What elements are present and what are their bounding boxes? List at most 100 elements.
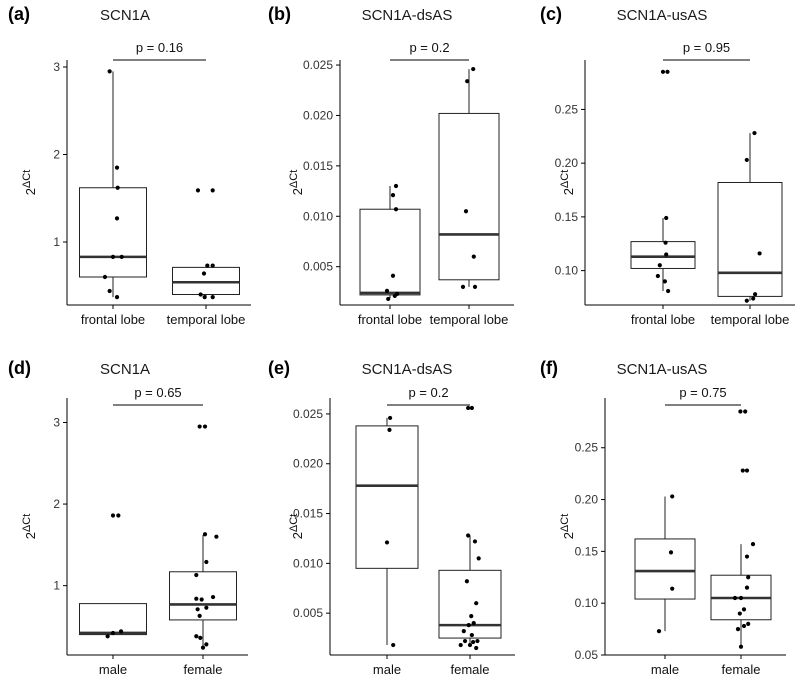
data-point	[390, 273, 396, 278]
x-tick-label: frontal lobe	[81, 312, 145, 327]
y-axis-label-base: 2	[290, 188, 305, 195]
chart-title: SCN1A-usAS	[617, 7, 708, 24]
box	[634, 538, 696, 600]
data-point	[199, 597, 204, 602]
data-point	[744, 468, 750, 473]
y-tick-label: 0.005	[293, 606, 323, 620]
data-point	[746, 575, 751, 580]
data-point	[102, 274, 108, 280]
data-point	[200, 645, 206, 650]
data-point	[210, 594, 216, 600]
data-point	[664, 252, 669, 257]
data-point	[393, 183, 399, 189]
data-point	[110, 630, 116, 636]
x-tick-label: female	[450, 662, 489, 677]
y-tick-label: 0.15	[575, 544, 599, 558]
y-tick-label: 0.015	[293, 507, 323, 521]
data-point	[732, 595, 738, 601]
data-point	[466, 405, 471, 411]
data-point	[660, 69, 666, 74]
y-tick-label: 0.020	[293, 457, 323, 471]
data-point	[210, 295, 215, 300]
x-tick-label: female	[721, 662, 760, 677]
data-point	[665, 69, 670, 74]
y-axis-label-base: 2	[23, 532, 38, 539]
y-axis-label: 2ΔCt	[21, 514, 38, 540]
data-point	[116, 513, 121, 518]
data-point	[750, 542, 756, 547]
data-point	[393, 207, 399, 212]
y-axis-label: 2ΔCt	[288, 170, 305, 196]
x-tick-label: frontal lobe	[358, 312, 422, 327]
box	[169, 571, 237, 621]
y-tick-label: 0.25	[575, 441, 599, 455]
y-tick-label: 0.025	[303, 58, 333, 72]
data-point	[460, 284, 466, 289]
pvalue-label: p = 0.2	[408, 385, 448, 400]
data-point	[387, 427, 392, 432]
data-point	[118, 629, 124, 634]
y-tick-label: 0.20	[555, 156, 579, 170]
data-point	[194, 572, 199, 578]
y-tick-label: 0.15	[555, 210, 579, 224]
data-point	[392, 293, 397, 299]
panel-letter: (b)	[268, 4, 291, 24]
y-tick-label: 3	[53, 60, 60, 74]
y-axis-label-base: 2	[290, 532, 305, 539]
data-point	[214, 534, 219, 539]
data-point	[205, 263, 210, 268]
pvalue-label: p = 0.75	[679, 385, 726, 400]
data-point	[115, 185, 120, 190]
box	[630, 241, 696, 269]
y-axis-label-superscript: ΔCt	[559, 170, 571, 188]
data-point	[198, 292, 203, 297]
data-point	[110, 254, 116, 259]
y-tick-label: 0.10	[555, 264, 579, 278]
y-tick-label: 1	[53, 235, 60, 249]
data-point	[744, 298, 749, 303]
data-point	[390, 193, 396, 198]
y-tick-label: 0.010	[303, 209, 333, 223]
x-tick-label: female	[183, 662, 222, 677]
chart-title: SCN1A-dsAS	[362, 7, 453, 24]
data-point	[670, 494, 675, 499]
y-tick-label: 2	[53, 497, 60, 511]
data-point	[198, 635, 203, 640]
data-point	[472, 284, 478, 289]
data-point	[107, 69, 112, 74]
y-axis-label: 2ΔCt	[21, 170, 38, 196]
chart-panel: (c) SCN1A-usAS 0.10 0.15 0.20 0.25 2ΔCt frontal…	[540, 4, 795, 327]
pvalue-label: p = 0.2	[409, 40, 449, 55]
y-tick-label: 3	[53, 415, 60, 429]
panel-letter: (c)	[540, 4, 562, 24]
panel-letter: (d)	[8, 358, 31, 378]
data-point	[471, 254, 476, 259]
data-point	[462, 638, 468, 644]
data-point	[656, 629, 662, 634]
y-tick-label: 0.20	[575, 493, 599, 507]
y-tick-label: 0.10	[575, 596, 599, 610]
y-axis-label-base: 2	[561, 532, 576, 539]
data-point	[662, 279, 668, 284]
data-point	[664, 215, 669, 221]
data-point	[475, 638, 480, 644]
data-point	[476, 556, 481, 561]
x-tick-label: male	[373, 662, 401, 677]
data-point	[744, 585, 750, 590]
data-point	[666, 288, 671, 294]
y-tick-label: 0.25	[555, 102, 579, 116]
data-point	[194, 634, 199, 639]
data-point	[197, 424, 202, 429]
data-point	[471, 621, 476, 626]
data-point	[466, 623, 471, 628]
data-point	[210, 188, 215, 193]
box	[359, 208, 421, 296]
data-point	[474, 645, 479, 651]
data-point	[469, 614, 474, 619]
data-point	[469, 405, 474, 411]
x-tick-label: male	[651, 662, 679, 677]
data-point	[741, 607, 747, 612]
data-point	[738, 409, 743, 414]
